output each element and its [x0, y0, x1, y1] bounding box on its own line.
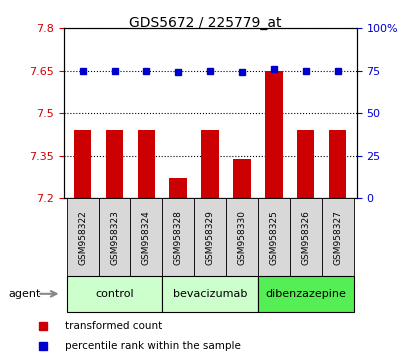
Bar	[328, 130, 346, 198]
Text: GSM958329: GSM958329	[205, 210, 214, 265]
Bar	[233, 159, 250, 198]
Bar	[67, 276, 162, 312]
Bar	[257, 198, 289, 276]
Text: percentile rank within the sample: percentile rank within the sample	[65, 341, 240, 350]
Text: GSM958328: GSM958328	[173, 210, 182, 265]
Bar	[67, 198, 98, 276]
Bar	[106, 130, 123, 198]
Text: dibenzazepine: dibenzazepine	[265, 289, 345, 299]
Bar	[225, 198, 257, 276]
Bar	[98, 198, 130, 276]
Bar	[130, 198, 162, 276]
Bar	[137, 130, 155, 198]
Bar	[265, 71, 282, 198]
Text: control: control	[95, 289, 133, 299]
Text: transformed count: transformed count	[65, 321, 162, 331]
Text: GSM958327: GSM958327	[332, 210, 341, 265]
Text: GSM958324: GSM958324	[142, 210, 151, 264]
Text: GSM958326: GSM958326	[301, 210, 310, 265]
Bar	[194, 198, 225, 276]
Text: GSM958323: GSM958323	[110, 210, 119, 265]
Text: GSM958330: GSM958330	[237, 210, 246, 265]
Text: bevacizumab: bevacizumab	[173, 289, 247, 299]
Bar	[201, 130, 218, 198]
Bar	[162, 198, 194, 276]
Text: GSM958322: GSM958322	[78, 210, 87, 264]
Bar	[289, 198, 321, 276]
Bar	[257, 276, 353, 312]
Text: GDS5672 / 225779_at: GDS5672 / 225779_at	[128, 16, 281, 30]
Bar	[296, 130, 314, 198]
Bar	[169, 178, 187, 198]
Bar	[74, 130, 91, 198]
Bar	[321, 198, 353, 276]
Bar	[162, 276, 257, 312]
Text: agent: agent	[8, 289, 40, 299]
Text: GSM958325: GSM958325	[269, 210, 278, 265]
